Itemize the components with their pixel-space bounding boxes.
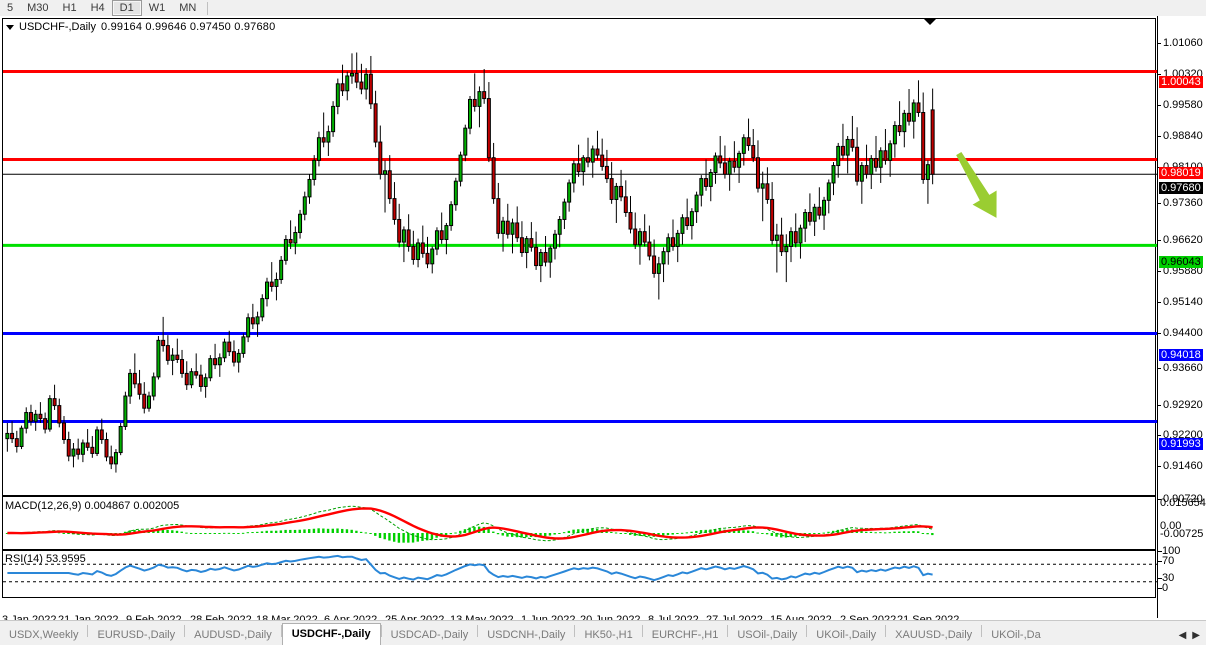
chart-ohlc-values: 0.99164 0.99646 0.97450 0.97680 (101, 21, 276, 33)
symbol-tab-hk50-h1[interactable]: HK50-,H1 (584, 629, 633, 641)
symbol-tab-usdcad-daily[interactable]: USDCAD-,Daily (390, 629, 469, 641)
timeframe-button-mn[interactable]: MN (179, 2, 197, 14)
price-level-badge-black[interactable]: 0.97680 (1159, 182, 1203, 194)
timeframe-button-h1[interactable]: H1 (62, 2, 77, 14)
pane-collapse-marker-icon[interactable] (924, 19, 936, 25)
symbol-tab-xauusd-daily[interactable]: XAUUSD-,Daily (895, 629, 973, 641)
chart-symbol-label: USDCHF-,Daily (19, 21, 96, 33)
price-level-badge-red[interactable]: 0.98019 (1159, 167, 1203, 179)
price-chart-pane[interactable] (2, 18, 1157, 496)
tab-divider (727, 625, 729, 637)
chevron-down-icon[interactable] (6, 24, 14, 30)
tab-divider (981, 625, 983, 637)
rsi-indicator-label: RSI(14) 53.9595 (5, 553, 86, 565)
chart-symbol-header[interactable]: USDCHF-,Daily 0.99164 0.99646 0.97450 0.… (6, 21, 275, 33)
scroll-left-icon[interactable]: ◀ (1178, 630, 1187, 641)
tab-divider (280, 625, 282, 637)
macd-pane[interactable] (2, 496, 1156, 550)
scroll-right-icon[interactable]: ▶ (1192, 630, 1200, 641)
macd-signal-line (7, 507, 933, 540)
rsi-line (7, 554, 933, 582)
symbol-tab-usoil-daily[interactable]: USOil-,Daily (737, 629, 798, 641)
tab-divider (477, 625, 479, 637)
price-axis[interactable]: 1.010601.003200.995800.988400.981000.973… (1157, 16, 1206, 618)
chart-window[interactable]: MACD(12,26,9) 0.004867 0.002005 RSI(14) … (0, 16, 1206, 626)
tab-divider (380, 625, 382, 637)
macd-line (7, 505, 933, 542)
tab-divider (641, 625, 643, 637)
price-level-badge-blue[interactable]: 0.91993 (1159, 438, 1203, 450)
timeframe-button-5[interactable]: 5 (7, 2, 14, 14)
tab-divider (885, 625, 887, 637)
timeframe-button-w1[interactable]: W1 (148, 2, 166, 14)
macd-canvas (5, 505, 934, 543)
symbol-tab-bar: USDX,Weekly EURUSD-,Daily AUDUSD-,Daily USD… (0, 620, 1206, 645)
rsi-pane[interactable] (2, 550, 1157, 598)
macd-indicator-label: MACD(12,26,9) 0.004867 0.002005 (5, 500, 180, 512)
symbol-tab-audusd-daily[interactable]: AUDUSD-,Daily (194, 629, 272, 641)
rsi-canvas (3, 554, 1157, 583)
price-level-badge-red[interactable]: 1.00043 (1159, 76, 1203, 88)
toolbar-divider (207, 1, 209, 15)
bearish-arrow-annotation[interactable] (956, 152, 997, 218)
symbol-tab-usdcnh-daily[interactable]: USDCNH-,Daily (487, 629, 566, 641)
tab-scroll-controls[interactable]: ◀ ▶ (1175, 631, 1206, 645)
symbol-tab-ukoil-daily[interactable]: UKOil-,Daily (816, 629, 877, 641)
symbol-tab-eurchf-h1[interactable]: EURCHF-,H1 (651, 629, 719, 641)
tab-divider (87, 625, 89, 637)
candlestick-canvas (3, 52, 1157, 473)
timeframe-button-d1[interactable]: D1 (111, 0, 142, 16)
tab-divider (806, 625, 808, 637)
symbol-tab-usdx-weekly[interactable]: USDX,Weekly (9, 629, 79, 641)
tab-divider (574, 625, 576, 637)
candlestick-series (5, 52, 935, 473)
timeframe-toolbar: 5 M30 H1 H4 D1 W1 MN (0, 0, 1206, 17)
symbol-tab-usdchf-daily[interactable]: USDCHF-,Daily (281, 623, 381, 645)
symbol-tab-eurusd-daily[interactable]: EURUSD-,Daily (97, 629, 176, 641)
symbol-tab-ukoil-da[interactable]: UKOil-,Da (991, 629, 1041, 641)
timeframe-button-h4[interactable]: H4 (90, 2, 105, 14)
price-level-badge-green[interactable]: 0.96043 (1159, 256, 1203, 268)
timeframe-button-m30[interactable]: M30 (27, 2, 49, 14)
price-level-badge-blue[interactable]: 0.94018 (1159, 349, 1203, 361)
tab-divider (184, 625, 186, 637)
